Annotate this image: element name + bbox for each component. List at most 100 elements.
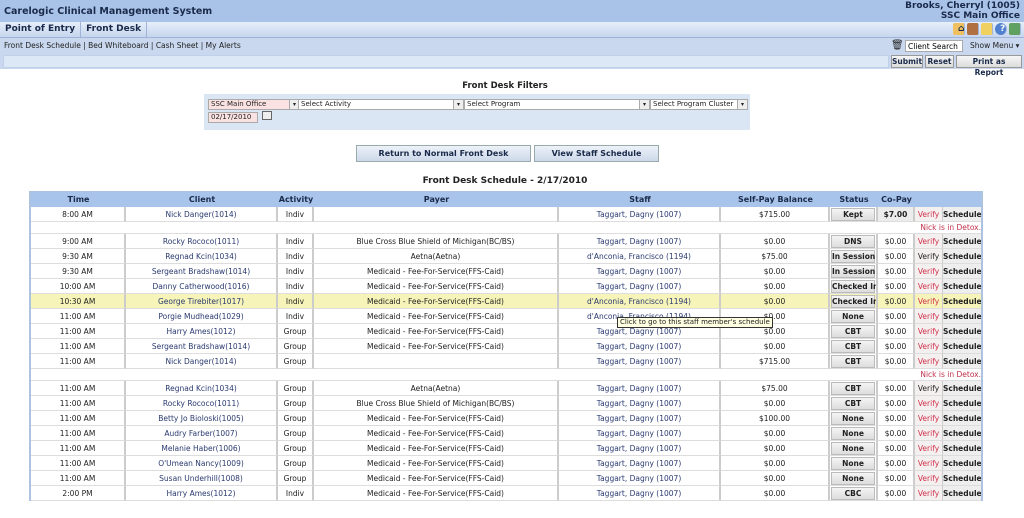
home-icon[interactable]: ⌂ <box>953 23 965 35</box>
col-payer[interactable]: Payer <box>314 192 559 207</box>
client-link[interactable]: Nick Danger(1014) <box>126 207 278 222</box>
help-icon[interactable]: ? <box>995 23 1007 35</box>
copay-cell[interactable]: $0.00 <box>878 456 915 471</box>
schedule-button[interactable]: Schedule <box>943 426 981 441</box>
status-button[interactable]: None <box>831 411 875 425</box>
link-front-desk-schedule[interactable]: Front Desk Schedule <box>4 41 81 50</box>
verify-button[interactable]: Verify <box>915 441 943 456</box>
verify-button[interactable]: Verify <box>915 339 943 354</box>
status-button[interactable]: None <box>831 309 875 323</box>
copay-cell[interactable]: $0.00 <box>878 396 915 411</box>
schedule-button[interactable]: Schedule <box>943 324 981 339</box>
col-staff[interactable]: Staff <box>559 192 721 207</box>
verify-button[interactable]: Verify <box>915 411 943 426</box>
office-select[interactable]: SSC Main Office ▾ <box>208 99 300 110</box>
staff-link[interactable]: Taggart, Dagny (1007) <box>559 339 721 354</box>
client-link[interactable]: George Tirebiter(1017) <box>126 294 278 309</box>
copay-cell[interactable]: $0.00 <box>878 354 915 369</box>
calendar-icon[interactable] <box>262 111 272 120</box>
copay-cell[interactable]: $0.00 <box>878 486 915 501</box>
show-menu-button[interactable]: Show Menu ▾ <box>970 41 1020 50</box>
tab-point-of-entry[interactable]: Point of Entry <box>0 22 82 37</box>
staff-link[interactable]: Taggart, Dagny (1007) <box>559 426 721 441</box>
staff-link[interactable]: Taggart, Dagny (1007) <box>559 411 721 426</box>
reset-button[interactable]: Reset <box>925 55 954 68</box>
schedule-button[interactable]: Schedule <box>943 411 981 426</box>
col-copay[interactable]: Co-Pay <box>878 192 915 207</box>
client-link[interactable]: Harry Ames(1012) <box>126 486 278 501</box>
copay-cell[interactable]: $0.00 <box>878 426 915 441</box>
col-time[interactable]: Time <box>31 192 126 207</box>
client-link[interactable]: Porgie Mudhead(1029) <box>126 309 278 324</box>
client-link[interactable]: Rocky Rococo(1011) <box>126 396 278 411</box>
link-my-alerts[interactable]: My Alerts <box>205 41 241 50</box>
copay-cell[interactable]: $0.00 <box>878 264 915 279</box>
client-link[interactable]: Regnad Kcin(1034) <box>126 249 278 264</box>
status-button[interactable]: CBC <box>831 486 875 500</box>
verify-button[interactable]: Verify <box>915 294 943 309</box>
trash-icon[interactable]: 🗑 <box>891 40 904 51</box>
print-report-button[interactable]: Print as Report <box>956 55 1022 77</box>
schedule-button[interactable]: Schedule <box>943 396 981 411</box>
schedule-button[interactable]: Schedule <box>943 339 981 354</box>
col-balance[interactable]: Self-Pay Balance <box>721 192 830 207</box>
verify-button[interactable]: Verify <box>915 279 943 294</box>
copay-cell[interactable]: $0.00 <box>878 234 915 249</box>
staff-link[interactable]: Taggart, Dagny (1007) <box>559 381 721 396</box>
schedule-button[interactable]: Schedule <box>943 456 981 471</box>
schedule-button[interactable]: Schedule <box>943 264 981 279</box>
client-link[interactable]: Audry Farber(1007) <box>126 426 278 441</box>
client-link[interactable]: Nick Danger(1014) <box>126 354 278 369</box>
client-link[interactable]: Regnad Kcin(1034) <box>126 381 278 396</box>
schedule-button[interactable]: Schedule <box>943 279 981 294</box>
verify-button[interactable]: Verify <box>915 324 943 339</box>
client-link[interactable]: Melanie Haber(1006) <box>126 441 278 456</box>
staff-link[interactable]: Taggart, Dagny (1007) <box>559 441 721 456</box>
verify-button[interactable]: Verify <box>915 381 943 396</box>
copay-cell[interactable]: $0.00 <box>878 381 915 396</box>
submit-button[interactable]: Submit <box>891 55 923 68</box>
status-button[interactable]: CBT <box>831 396 875 410</box>
staff-link[interactable]: Taggart, Dagny (1007) <box>559 396 721 411</box>
schedule-button[interactable]: Schedule <box>943 249 981 264</box>
date-input[interactable]: 02/17/2010 <box>208 112 258 123</box>
id-card-icon[interactable] <box>967 23 979 35</box>
status-button[interactable]: CBT <box>831 354 875 368</box>
client-link[interactable]: Danny Catherwood(1016) <box>126 279 278 294</box>
status-button[interactable]: None <box>831 456 875 470</box>
verify-button[interactable]: Verify <box>915 354 943 369</box>
client-search-input[interactable] <box>905 40 963 52</box>
lock-icon[interactable] <box>981 23 993 35</box>
return-normal-front-desk-button[interactable]: Return to Normal Front Desk <box>356 145 531 162</box>
status-button[interactable]: In Session <box>831 249 876 263</box>
verify-button[interactable]: Verify <box>915 249 943 264</box>
client-link[interactable]: Susan Underhill(1008) <box>126 471 278 486</box>
schedule-button[interactable]: Schedule <box>943 354 981 369</box>
status-button[interactable]: None <box>831 441 875 455</box>
link-bed-whiteboard[interactable]: Bed Whiteboard <box>88 41 149 50</box>
schedule-button[interactable]: Schedule <box>943 381 981 396</box>
col-activity[interactable]: Activity <box>278 192 314 207</box>
copay-cell[interactable]: $0.00 <box>878 324 915 339</box>
copay-cell[interactable]: $0.00 <box>878 249 915 264</box>
status-button[interactable]: None <box>831 426 875 440</box>
activity-select[interactable]: Select Activity ▾ <box>298 99 464 110</box>
status-button[interactable]: Kept <box>831 207 875 221</box>
staff-link[interactable]: Taggart, Dagny (1007) <box>559 264 721 279</box>
schedule-button[interactable]: Schedule <box>943 207 981 222</box>
schedule-button[interactable]: Schedule <box>943 441 981 456</box>
schedule-button[interactable]: Schedule <box>943 234 981 249</box>
staff-link[interactable]: Taggart, Dagny (1007) <box>559 234 721 249</box>
program-select[interactable]: Select Program ▾ <box>464 99 650 110</box>
col-client[interactable]: Client <box>126 192 278 207</box>
status-button[interactable]: Checked In <box>831 294 878 308</box>
client-link[interactable]: O'Umean Nancy(1009) <box>126 456 278 471</box>
verify-button[interactable]: Verify <box>915 396 943 411</box>
status-button[interactable]: In Session <box>831 264 876 278</box>
status-button[interactable]: CBT <box>831 339 875 353</box>
schedule-button[interactable]: Schedule <box>943 309 981 324</box>
verify-button[interactable]: Verify <box>915 471 943 486</box>
copay-cell[interactable]: $0.00 <box>878 279 915 294</box>
copay-cell[interactable]: $0.00 <box>878 471 915 486</box>
staff-link[interactable]: d'Anconia, Francisco (1194) <box>559 294 721 309</box>
